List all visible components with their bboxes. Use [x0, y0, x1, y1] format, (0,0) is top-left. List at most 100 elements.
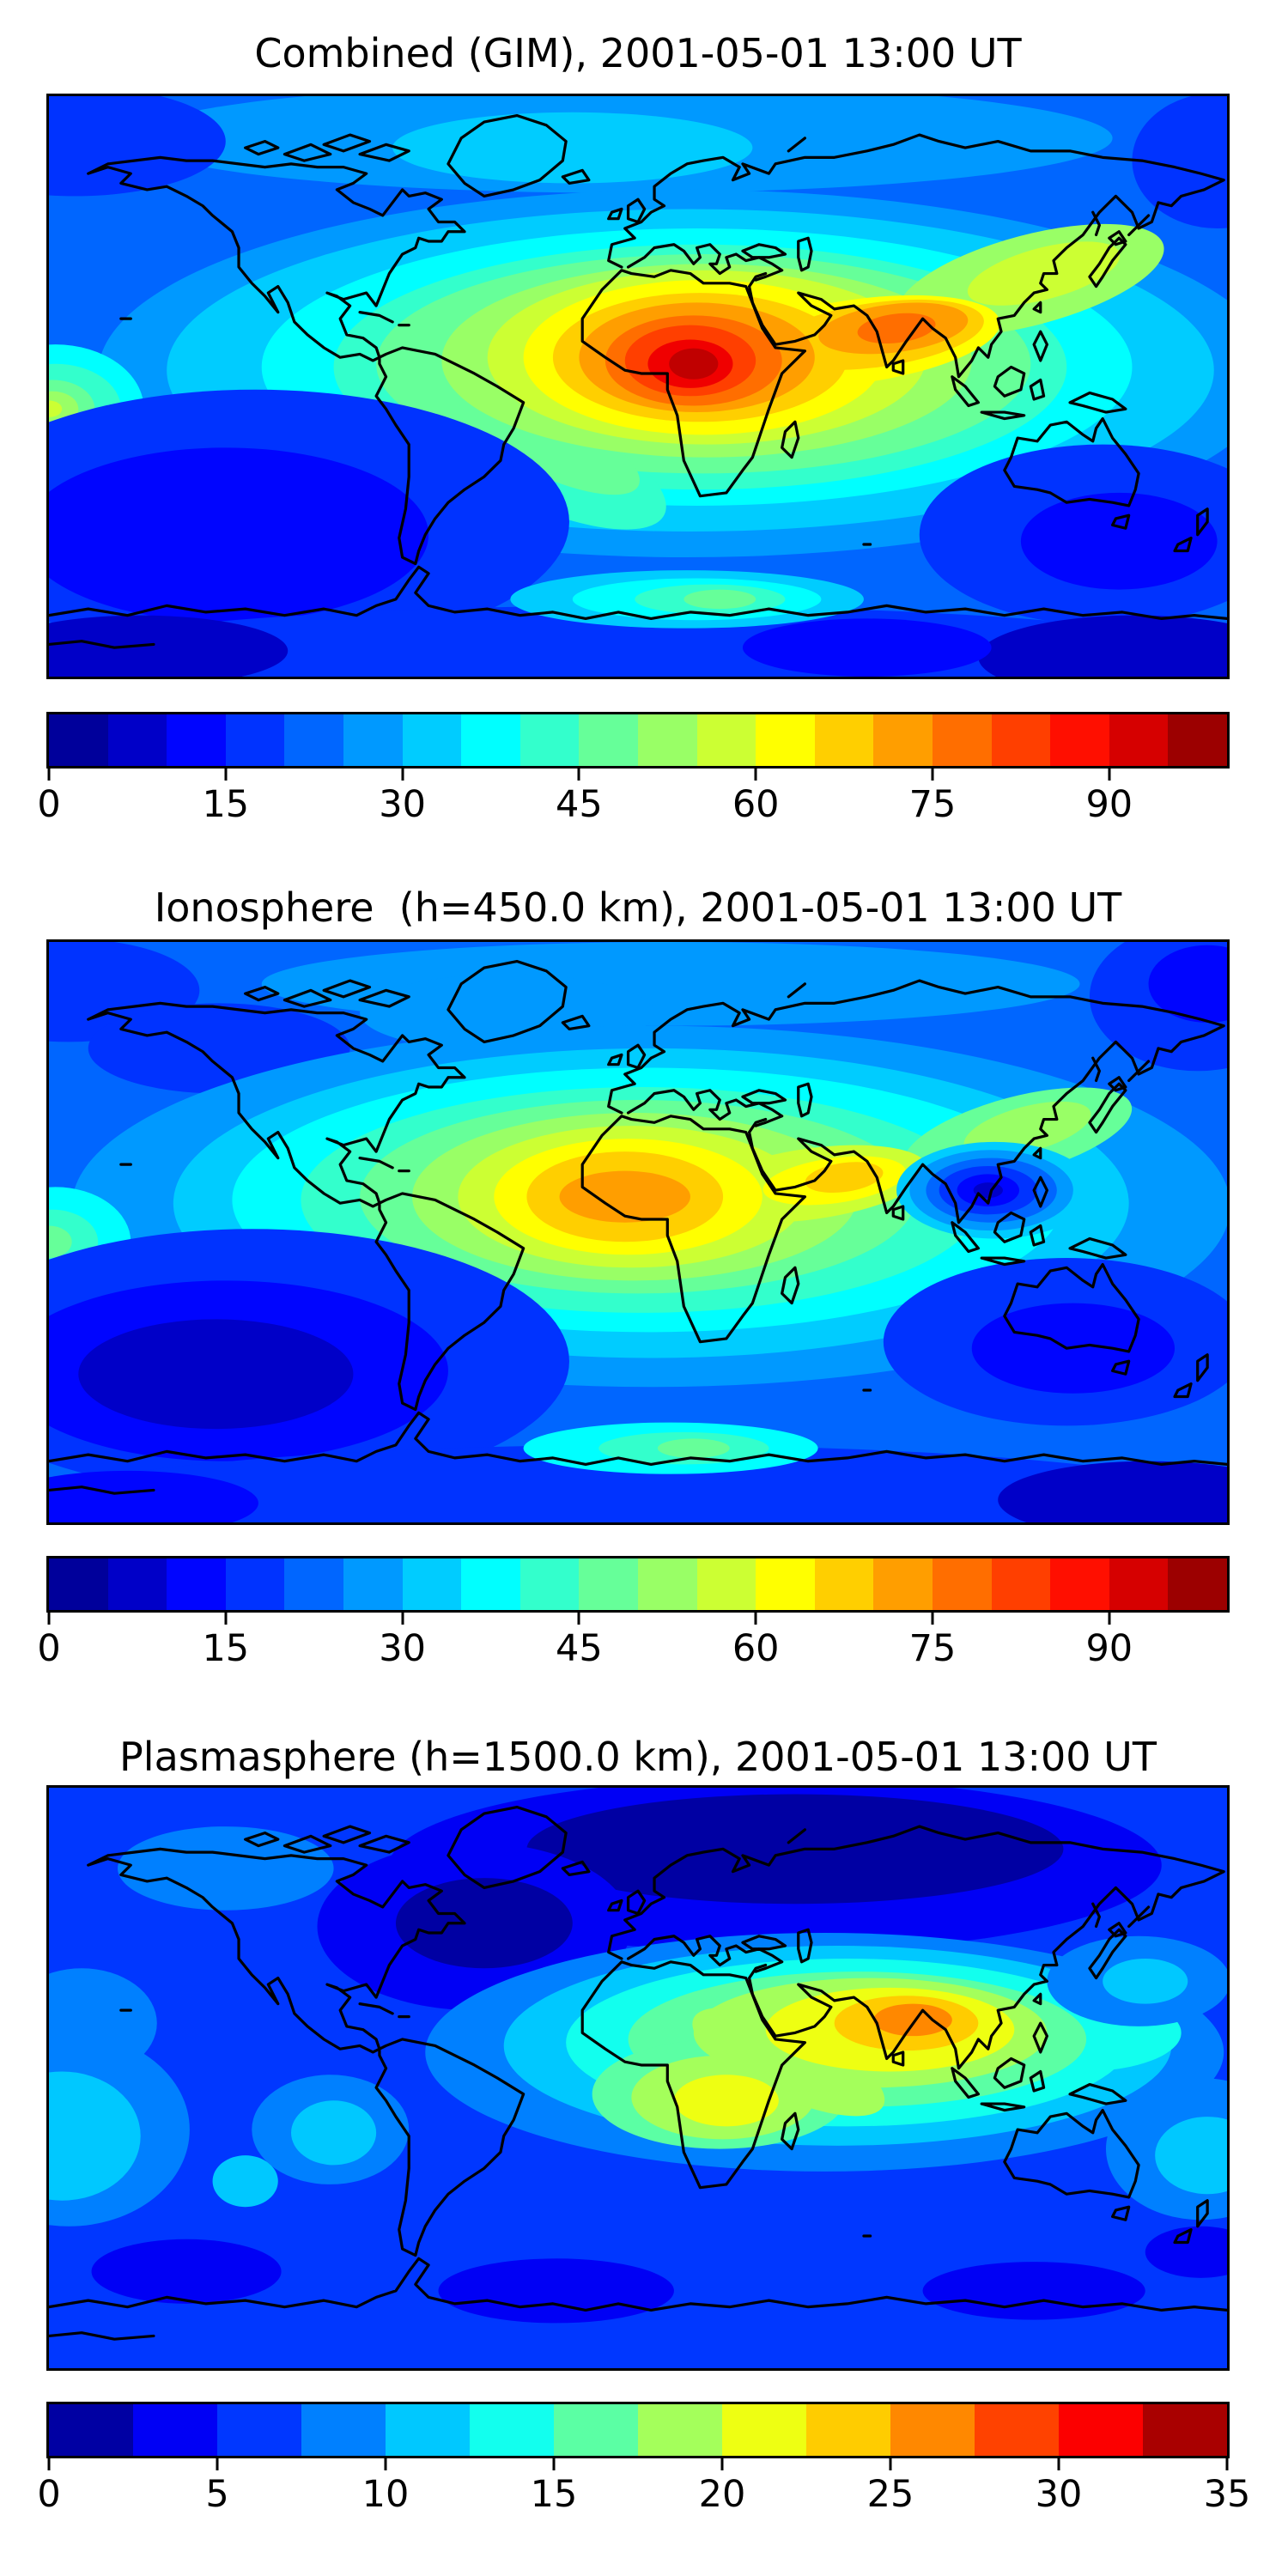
colorbar-tick-label: 15 [202, 783, 250, 826]
colorbar-tick-label: 30 [379, 1627, 426, 1670]
colorbar-segment [49, 714, 108, 766]
ionosphere-colorbar: 0 15 30 45 60 75 90 [37, 1556, 1230, 1676]
colorbar-segment [806, 2404, 890, 2456]
colorbar-segment [470, 2404, 554, 2456]
colorbar-segment [932, 714, 992, 766]
colorbar-segment [1050, 1558, 1109, 1610]
plasmasphere-map [46, 1785, 1230, 2371]
colorbar-segment [133, 2404, 217, 2456]
colorbar-segment [1050, 714, 1109, 766]
colorbar-segment [225, 714, 285, 766]
colorbar-tick-label: 20 [698, 2473, 746, 2516]
colorbar-segment [932, 1558, 992, 1610]
colorbar-tick-label: 0 [37, 1627, 61, 1670]
combined-colorbar: 0 15 30 45 60 75 90 [37, 712, 1230, 832]
colorbar-tick-mark [931, 769, 934, 781]
colorbar-tick-label: 60 [732, 783, 780, 826]
colorbar-tick-mark [1225, 2458, 1229, 2470]
colorbar-segment [461, 714, 520, 766]
plasmasphere-colorbar-strip [46, 2402, 1230, 2458]
colorbar-tick-mark [47, 2458, 51, 2470]
colorbar-segment [301, 2404, 386, 2456]
combined-colorbar-strip [46, 712, 1230, 769]
panel-plasmasphere-title: Plasmasphere (h=1500.0 km), 2001-05-01 1… [119, 1734, 1157, 1780]
colorbar-segment [554, 2404, 638, 2456]
ionosphere-colorbar-ticks: 0 15 30 45 60 75 90 [37, 1613, 1227, 1676]
colorbar-tick-mark [224, 1613, 228, 1625]
colorbar-tick-mark [754, 769, 757, 781]
colorbar-segment [402, 1558, 462, 1610]
colorbar-segment [814, 1558, 874, 1610]
combined-map [46, 94, 1230, 679]
colorbar-tick-label: 0 [37, 783, 61, 826]
colorbar-segment [519, 1558, 580, 1610]
colorbar-tick-mark [577, 1613, 580, 1625]
colorbar-tick-mark [754, 1613, 757, 1625]
colorbar-segment [1109, 714, 1169, 766]
panel-combined-title: Combined (GIM), 2001-05-01 13:00 UT [254, 30, 1022, 76]
colorbar-segment [343, 1558, 403, 1610]
colorbar-segment [49, 1558, 108, 1610]
colorbar-tick-label: 45 [556, 1627, 603, 1670]
colorbar-segment [217, 2404, 301, 2456]
colorbar-segment [637, 714, 697, 766]
colorbar-tick-mark [577, 769, 580, 781]
colorbar-tick-label: 15 [530, 2473, 578, 2516]
colorbar-segment [637, 1558, 697, 1610]
colorbar-tick-mark [931, 1613, 934, 1625]
colorbar-segment [343, 714, 403, 766]
colorbar-tick-mark [401, 1613, 404, 1625]
colorbar-tick-label: 60 [732, 1627, 780, 1670]
plasmasphere-colorbar: 0 5 10 15 20 25 30 35 [37, 2402, 1250, 2522]
ionosphere-colorbar-strip [46, 1556, 1230, 1613]
panel-ionosphere-title: Ionosphere (h=450.0 km), 2001-05-01 13:0… [154, 884, 1122, 931]
colorbar-tick-mark [47, 1613, 51, 1625]
colorbar-segment [696, 714, 756, 766]
colorbar-tick-label: 25 [866, 2473, 914, 2516]
colorbar-tick-mark [1057, 2458, 1060, 2470]
colorbar-segment [638, 2404, 722, 2456]
colorbar-segment [756, 714, 815, 766]
ionosphere-map-canvas [49, 942, 1227, 1522]
ionosphere-map [46, 939, 1230, 1525]
colorbar-segment [1168, 1558, 1227, 1610]
colorbar-tick-label: 35 [1203, 2473, 1251, 2516]
colorbar-segment [1059, 2404, 1143, 2456]
colorbar-tick-label: 15 [202, 1627, 250, 1670]
colorbar-tick-label: 45 [556, 783, 603, 826]
colorbar-segment [1109, 1558, 1169, 1610]
colorbar-segment [991, 714, 1051, 766]
colorbar-segment [225, 1558, 285, 1610]
colorbar-tick-label: 90 [1085, 783, 1133, 826]
colorbar-tick-mark [224, 769, 228, 781]
colorbar-segment [107, 1558, 167, 1610]
colorbar-segment [975, 2404, 1059, 2456]
colorbar-segment [756, 1558, 815, 1610]
colorbar-tick-mark [384, 2458, 387, 2470]
colorbar-tick-mark [47, 769, 51, 781]
colorbar-segment [814, 714, 874, 766]
colorbar-tick-label: 30 [1035, 2473, 1083, 2516]
colorbar-tick-mark [216, 2458, 219, 2470]
colorbar-tick-mark [552, 2458, 556, 2470]
colorbar-segment [722, 2404, 806, 2456]
combined-colorbar-ticks: 0 15 30 45 60 75 90 [37, 769, 1227, 832]
colorbar-segment [991, 1558, 1051, 1610]
colorbar-segment [873, 714, 933, 766]
colorbar-tick-label: 10 [361, 2473, 410, 2516]
colorbar-tick-label: 90 [1085, 1627, 1133, 1670]
colorbar-segment [519, 714, 580, 766]
plasmasphere-map-canvas [49, 1788, 1227, 2368]
colorbar-tick-label: 5 [205, 2473, 229, 2516]
colorbar-segment [1143, 2404, 1227, 2456]
colorbar-tick-label: 0 [37, 2473, 61, 2516]
colorbar-tick-mark [1108, 769, 1111, 781]
colorbar-tick-mark [401, 769, 404, 781]
colorbar-tick-mark [1108, 1613, 1111, 1625]
colorbar-segment [284, 1558, 343, 1610]
colorbar-tick-label: 75 [908, 783, 957, 826]
plasmasphere-colorbar-ticks: 0 5 10 15 20 25 30 35 [37, 2458, 1250, 2522]
colorbar-segment [696, 1558, 756, 1610]
colorbar-segment [167, 714, 226, 766]
